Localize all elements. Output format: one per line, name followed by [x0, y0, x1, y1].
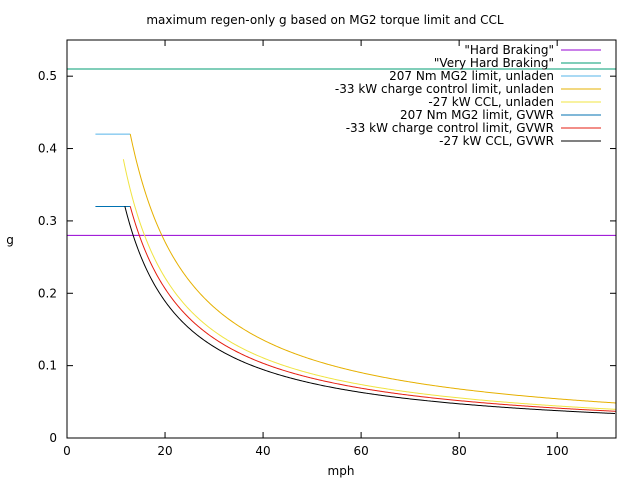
legend-label: -27 kW CCL, GVWR	[439, 134, 554, 148]
x-tick-label: 0	[63, 444, 71, 458]
legend: "Hard Braking""Very Hard Braking"207 Nm …	[335, 43, 601, 148]
legend-label: -33 kW charge control limit, GVWR	[346, 121, 554, 135]
legend-label: "Very Hard Braking"	[434, 56, 554, 70]
plot-frame	[66, 39, 617, 439]
series-line-7	[129, 206, 616, 412]
chart-title: maximum regen-only g based on MG2 torque…	[146, 13, 504, 27]
y-tick-label: 0.5	[38, 69, 57, 83]
legend-label: 207 Nm MG2 limit, unladen	[389, 69, 554, 83]
legend-label: "Hard Braking"	[464, 43, 554, 57]
legend-label: -33 kW charge control limit, unladen	[335, 82, 554, 96]
series-line-5	[122, 159, 617, 410]
y-tick-label: 0.2	[38, 286, 57, 300]
y-axis-label: g	[6, 233, 14, 247]
axis-ticks: 0 20 40 60 80 100 0 0.1 0.2 0.3 0.4 0.5	[38, 40, 616, 458]
x-tick-label: 60	[353, 444, 368, 458]
legend-label: 207 Nm MG2 limit, GVWR	[400, 108, 554, 122]
y-tick-label: 0.3	[38, 214, 57, 228]
series-line-8	[124, 206, 616, 415]
x-axis-label: mph	[328, 464, 355, 478]
x-tick-label: 40	[255, 444, 270, 458]
y-tick-label: 0	[49, 431, 57, 445]
x-tick-label: 100	[546, 444, 569, 458]
y-tick-label: 0.4	[38, 142, 57, 156]
plot-lines	[67, 68, 617, 415]
legend-label: -27 kW CCL, unladen	[428, 95, 554, 109]
x-tick-label: 80	[452, 444, 467, 458]
x-tick-label: 20	[157, 444, 172, 458]
series-line-4	[129, 133, 616, 404]
y-tick-label: 0.1	[38, 359, 57, 373]
